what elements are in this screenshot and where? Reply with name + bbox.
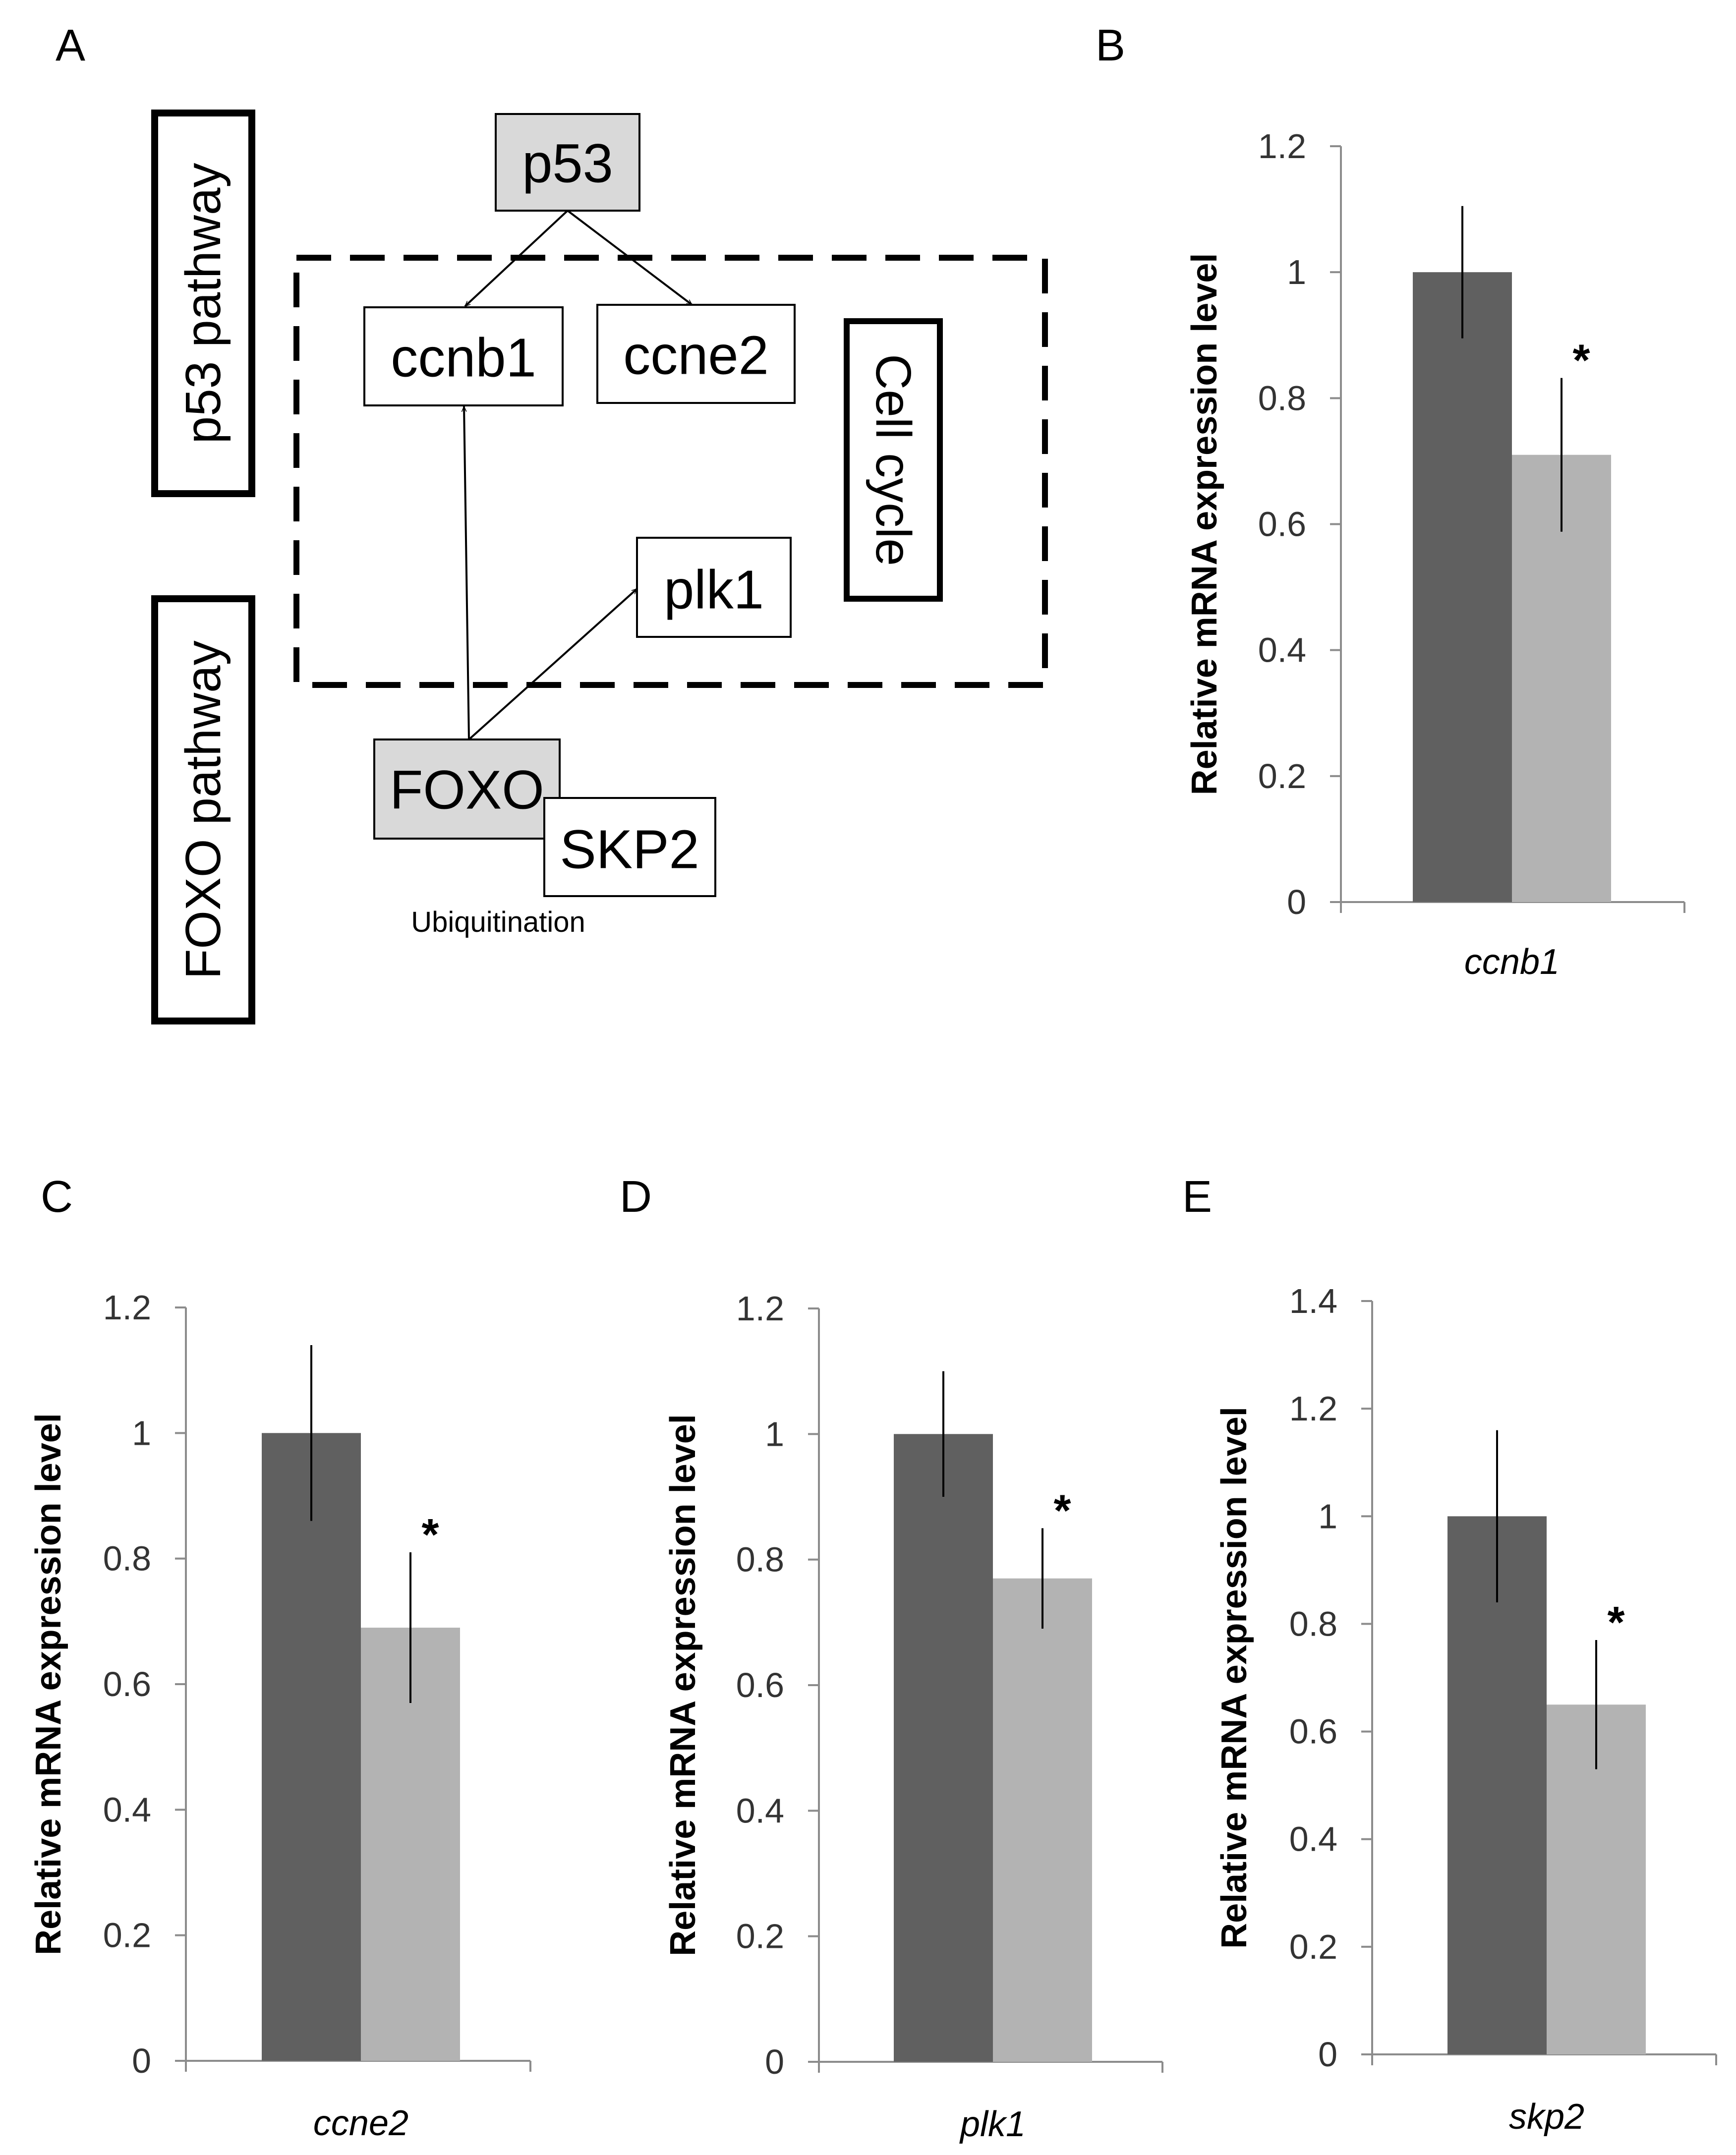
y-tick-label: 0.2 [736, 1917, 784, 1956]
y-tick-label: 0.6 [1289, 1712, 1337, 1751]
node-p53: p53 [522, 133, 613, 194]
y-tick-label: 1 [1287, 253, 1306, 291]
y-tick-label: 1.2 [1289, 1389, 1337, 1428]
y-tick-label: 0.8 [1289, 1604, 1337, 1643]
y-tick-label: 0.4 [1289, 1820, 1337, 1859]
y-tick-label: 0.2 [1289, 1928, 1337, 1966]
arrow-p53-to-ccnb1 [464, 210, 569, 307]
bar-control [1413, 272, 1512, 902]
x-category-label: skp2 [1509, 2097, 1584, 2137]
node-ccne2-box [596, 304, 796, 404]
bar-chart-ccnb1: 0 0.2 0.4 0.6 0.8 1 1.2 * ccnb1 Relative mRNA exp… [1185, 127, 1685, 982]
node-foxo-box [373, 738, 561, 840]
y-tick-label: 1 [765, 1415, 784, 1453]
arrow-p53-to-ccne2 [567, 210, 692, 306]
x-category-label: plk1 [959, 2104, 1026, 2144]
y-tick-label: 0 [1287, 883, 1306, 921]
y-tick-label: 0.8 [103, 1539, 151, 1578]
y-tick-label: 0.8 [736, 1540, 784, 1579]
significance-star: * [421, 1510, 439, 1560]
y-tick-label: 1.2 [736, 1289, 784, 1328]
y-axis-title: Relative mRNA expression level [1215, 1407, 1254, 1949]
y-tick-label: 0 [132, 2042, 151, 2080]
cell-cycle-box [844, 318, 943, 602]
node-ccnb1-box [363, 306, 564, 406]
x-category-label: ccnb1 [1464, 942, 1560, 982]
y-tick-label: 0 [1318, 2035, 1337, 2074]
significance-star: * [1053, 1486, 1071, 1535]
y-tick-label: 0 [765, 2042, 784, 2081]
y-tick-label: 1.4 [1289, 1282, 1337, 1320]
panel-label-e: E [1182, 1172, 1212, 1222]
node-foxo: FOXO [390, 760, 544, 821]
y-tick-label: 1 [1318, 1497, 1337, 1535]
panel-label-c: C [41, 1172, 73, 1222]
y-tick-label: 0.6 [103, 1665, 151, 1703]
p53-pathway-label: p53 pathway [175, 163, 231, 444]
bar-chart-plk1: 0 0.2 0.4 0.6 0.8 1 1.2 * plk1 Relative mRNA expr… [663, 1289, 1163, 2144]
arrow-foxo-to-plk1 [468, 588, 637, 740]
significance-star: * [1572, 336, 1590, 386]
arrow-foxo-to-ccnb1 [464, 406, 470, 740]
panel-label-d: D [620, 1172, 652, 1222]
foxo-pathway-box [151, 595, 255, 1024]
y-tick-label: 0.6 [736, 1666, 784, 1704]
x-category-label: ccne2 [313, 2103, 408, 2143]
y-tick-label: 0.4 [1258, 631, 1306, 670]
y-axis-title: Relative mRNA expression level [1185, 253, 1224, 795]
bar-control [1447, 1516, 1547, 2054]
ubiquitination-label: Ubiquitination [411, 906, 585, 938]
node-skp2: SKP2 [560, 819, 699, 880]
y-axis-title: Relative mRNA expression level [663, 1414, 703, 1956]
panel-label-a: A [56, 21, 85, 70]
node-skp2-box [543, 797, 716, 897]
p53-pathway-box [151, 110, 255, 497]
y-tick-label: 1 [132, 1414, 151, 1452]
node-p53-box [495, 113, 640, 212]
y-axis-title: Relative mRNA expression level [29, 1413, 68, 1955]
y-tick-label: 0.8 [1258, 379, 1306, 417]
foxo-pathway-label: FOXO pathway [175, 640, 231, 979]
node-plk1-box [636, 537, 792, 638]
bar-chart-skp2: 0 0.2 0.4 0.6 0.8 1 1.2 1.4 * skp2 Relative mRNA e… [1215, 1282, 1717, 2137]
bar-control [262, 1433, 361, 2061]
y-tick-label: 0.4 [103, 1790, 151, 1829]
y-tick-label: 0.2 [1258, 757, 1306, 795]
significance-star: * [1607, 1598, 1624, 1647]
y-tick-label: 1.2 [103, 1288, 151, 1327]
node-ccnb1: ccnb1 [391, 328, 536, 389]
y-tick-label: 0.2 [103, 1916, 151, 1955]
bar-treated [993, 1578, 1092, 2062]
bar-chart-ccne2: 0 0.2 0.4 0.6 0.8 1 1.2 * ccne2 Relative mRNA exp… [29, 1288, 531, 2143]
node-ccne2: ccne2 [623, 325, 769, 386]
y-tick-label: 1.2 [1258, 127, 1306, 166]
pathway-diagram: p53 pathway FOXO pathway Cell cycle p53 … [151, 110, 1048, 1024]
panel-label-b: B [1096, 21, 1125, 70]
y-tick-label: 0.4 [736, 1791, 784, 1830]
bar-control [894, 1434, 993, 2062]
node-plk1: plk1 [664, 560, 764, 621]
y-tick-label: 0.6 [1258, 505, 1306, 544]
cell-cycle-label: Cell cycle [866, 354, 921, 566]
